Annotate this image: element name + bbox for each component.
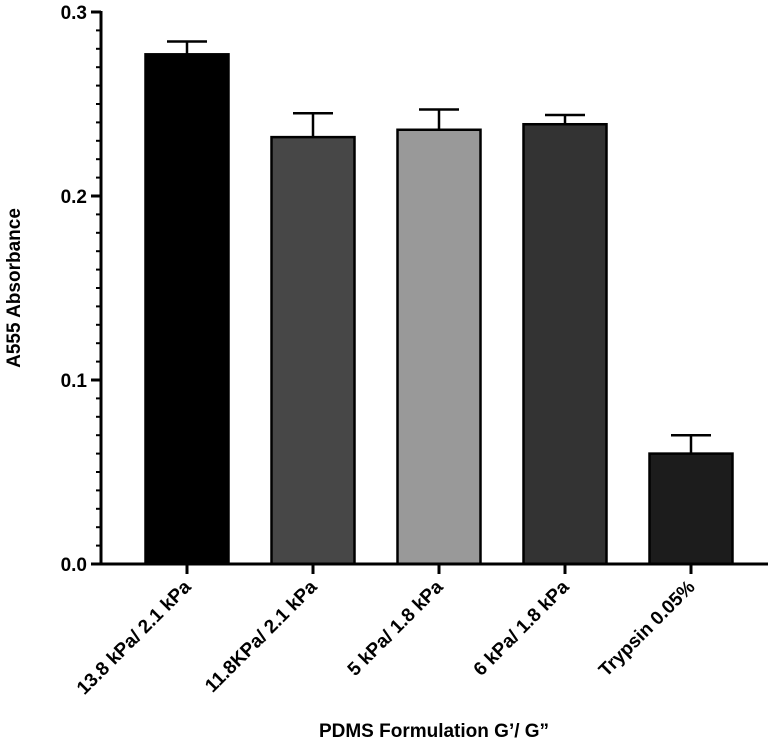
y-tick-label: 0.0 [61, 555, 87, 576]
x-axis-category-labels: 13.8 kPa/ 2.1 kPa 11.8KPa/ 2.1 kPa 5 kPa/ … [73, 564, 700, 699]
x-category-label: 11.8KPa/ 2.1 kPa [201, 576, 321, 696]
bar [648, 452, 734, 566]
y-tick-label: 0.2 [61, 187, 87, 208]
bar [270, 135, 356, 566]
x-category-label: 5 kPa/ 1.8 kPa [344, 576, 448, 680]
x-category-label: 13.8 kPa/ 2.1 kPa [73, 576, 196, 699]
x-axis-title: PDMS Formulation G’/ G” [319, 721, 549, 742]
bar [522, 122, 608, 566]
bar [144, 53, 230, 566]
x-category-label: 6 kPa/ 1.8 kPa [470, 576, 574, 680]
y-tick-label: 0.1 [61, 371, 88, 392]
y-axis-ticks: 0.0 0.1 0.2 0.3 [61, 3, 101, 576]
bar [396, 128, 482, 566]
plot-area [144, 40, 734, 566]
y-axis-title: A555 Absorbance [4, 208, 25, 368]
x-category-label: Trypsin 0.05% [595, 577, 700, 682]
y-tick-label: 0.3 [61, 3, 87, 24]
